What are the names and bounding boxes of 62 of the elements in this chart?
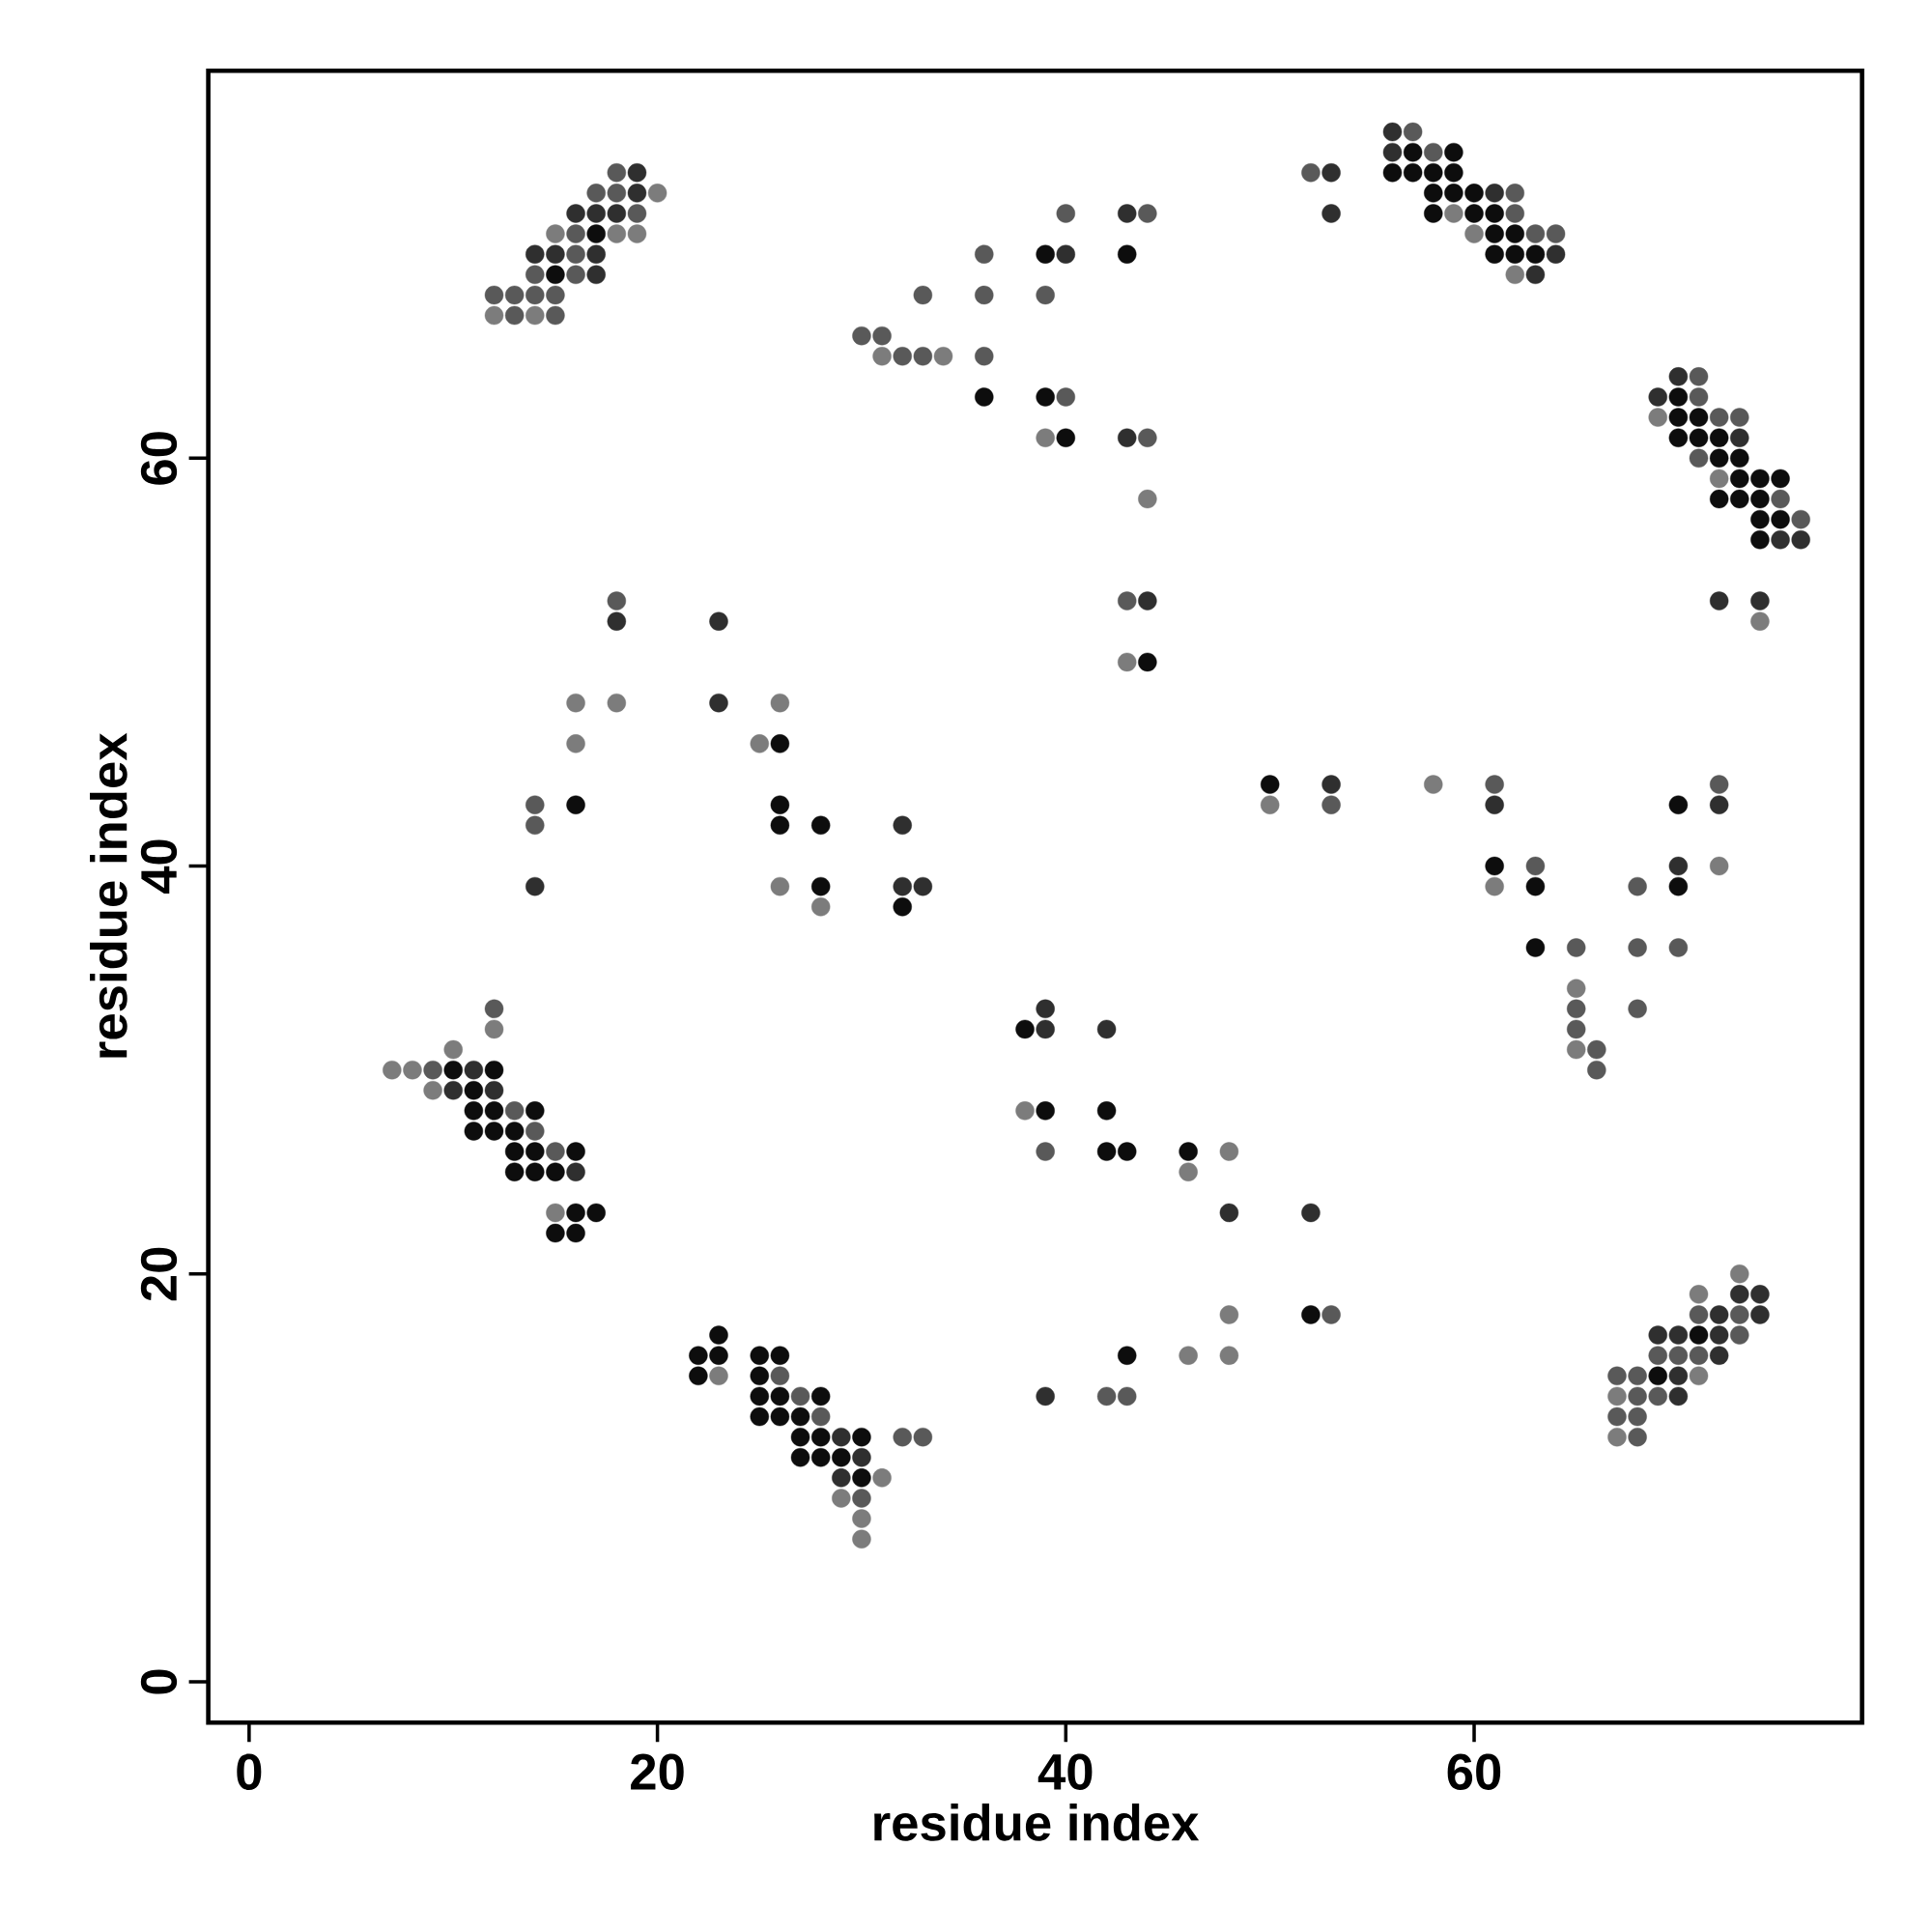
point (1424, 775, 1443, 794)
point (383, 1060, 402, 1080)
y-tick-label: 20 (140, 1247, 178, 1301)
point (1485, 876, 1504, 896)
point (1566, 1039, 1586, 1060)
point (750, 734, 769, 753)
point (484, 305, 504, 326)
point (1730, 1264, 1749, 1284)
point (607, 693, 627, 713)
point (1219, 1305, 1239, 1324)
x-tick-label: 20 (631, 1753, 684, 1790)
point (1118, 652, 1137, 672)
point (566, 693, 585, 713)
point (423, 1081, 442, 1100)
point (1179, 1346, 1198, 1365)
point (1260, 795, 1280, 814)
point (1566, 979, 1586, 998)
point (546, 224, 565, 243)
point (443, 1039, 463, 1060)
point (1607, 1427, 1627, 1447)
point (546, 1203, 565, 1223)
point (933, 347, 953, 366)
point (403, 1060, 422, 1080)
point (1689, 1285, 1709, 1304)
point (1444, 204, 1463, 223)
point (607, 224, 627, 243)
point (647, 184, 668, 203)
point (872, 347, 892, 366)
point (1689, 1366, 1709, 1386)
point (1138, 489, 1157, 509)
point (566, 734, 585, 753)
point (770, 693, 790, 713)
point (709, 1366, 728, 1386)
point (810, 897, 831, 917)
x-tick-label: 60 (1447, 1753, 1501, 1790)
point (1505, 265, 1525, 285)
point (872, 1468, 892, 1488)
point (832, 1489, 851, 1508)
x-axis-title: residue index (874, 1804, 1200, 1841)
point (526, 305, 545, 326)
point (852, 1529, 871, 1548)
point (1219, 1346, 1239, 1365)
point (1015, 1101, 1035, 1121)
point (1607, 1386, 1627, 1406)
x-tick-label: 0 (237, 1753, 262, 1790)
point (852, 1509, 871, 1528)
point (1464, 224, 1484, 243)
point (1036, 428, 1055, 447)
point (484, 1019, 504, 1039)
y-tick-label: 40 (140, 839, 178, 895)
point (1750, 611, 1770, 631)
point (1219, 1142, 1239, 1161)
point (1179, 1162, 1198, 1181)
point (1709, 469, 1729, 489)
point (770, 876, 790, 896)
y-tick-label: 60 (140, 432, 178, 485)
y-axis-title: residue index (90, 732, 128, 1058)
point (627, 224, 647, 243)
point (1709, 856, 1729, 876)
point (1648, 408, 1667, 427)
x-tick-label: 40 (1037, 1753, 1093, 1790)
y-tick-label: 0 (140, 1669, 178, 1694)
